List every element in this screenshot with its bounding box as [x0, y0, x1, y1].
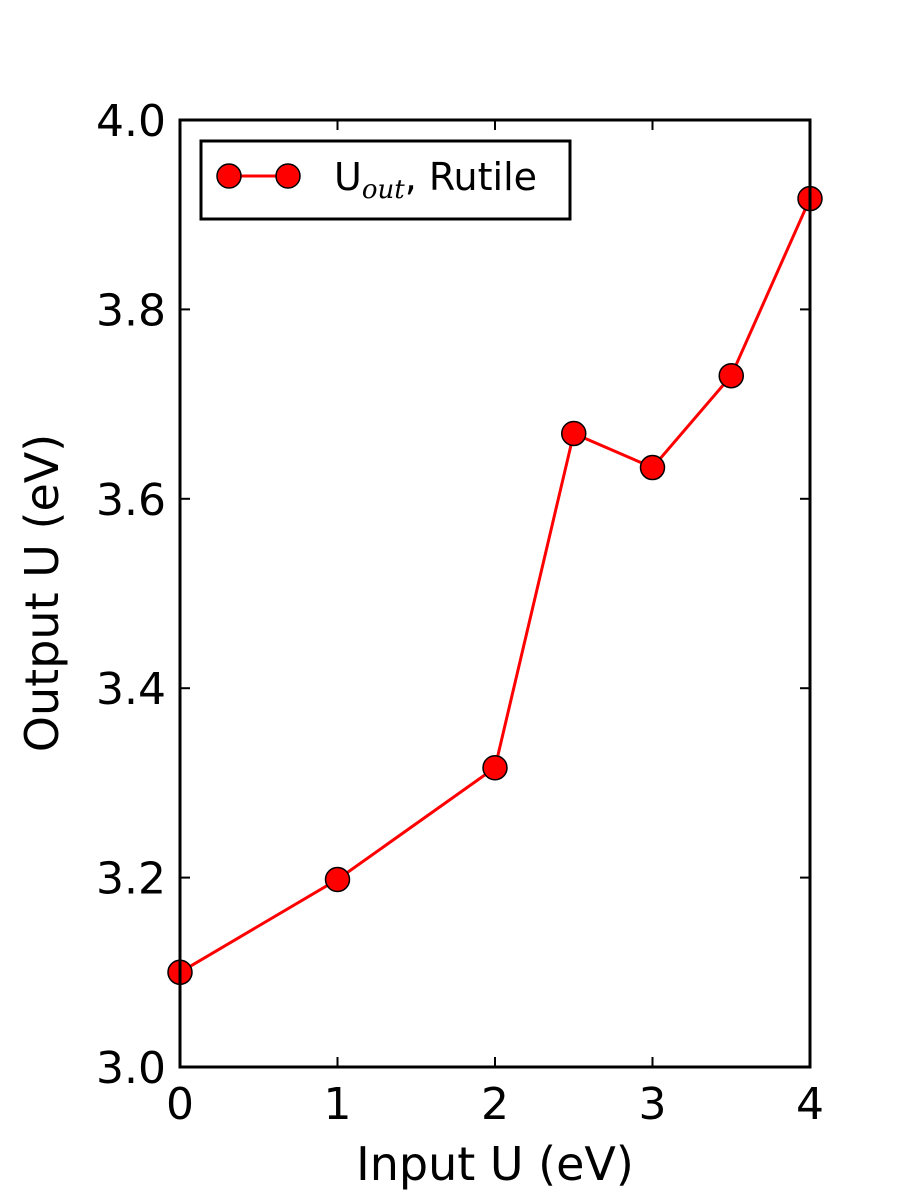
data-point [324, 866, 351, 893]
x-tick-label: 3 [639, 1079, 667, 1130]
x-axis-label: Input U (eV) [356, 1137, 634, 1191]
legend-entry-subscript: out [362, 175, 405, 205]
y-tick-label: 3.8 [96, 285, 166, 336]
legend-box [199, 139, 572, 221]
legend: Uout, Rutile [199, 139, 572, 221]
legend-entry-suffix: , Rutile [405, 155, 537, 199]
y-tick-label: 4.0 [96, 96, 166, 147]
data-point [482, 754, 508, 781]
x-tick-label: 4 [796, 1079, 824, 1130]
y-tick-label: 3.2 [96, 854, 166, 905]
tick-labels: 0 1 2 3 4 3.0 3.2 3.4 3.6 3.8 4.0 [96, 96, 824, 1130]
data-point [561, 420, 587, 447]
legend-marker [216, 163, 242, 189]
data-point [639, 454, 666, 481]
series-layer [167, 185, 823, 986]
x-tick-label: 1 [324, 1079, 352, 1130]
y-axis-label: Output U (eV) [15, 434, 69, 752]
data-point [718, 362, 744, 389]
y-tick-label: 3.4 [96, 664, 166, 715]
tick-marks [179, 119, 811, 1068]
legend-marker [275, 163, 301, 189]
series-line [179, 197, 812, 974]
legend-entry-main: U [334, 155, 362, 199]
x-tick-label: 2 [481, 1079, 509, 1130]
legend-entry: Uout, Rutile [334, 155, 537, 205]
y-tick-label: 3.0 [96, 1043, 166, 1094]
y-tick-label: 3.6 [96, 475, 166, 526]
x-tick-label: 0 [166, 1079, 194, 1130]
plot-frame [178, 118, 812, 1069]
